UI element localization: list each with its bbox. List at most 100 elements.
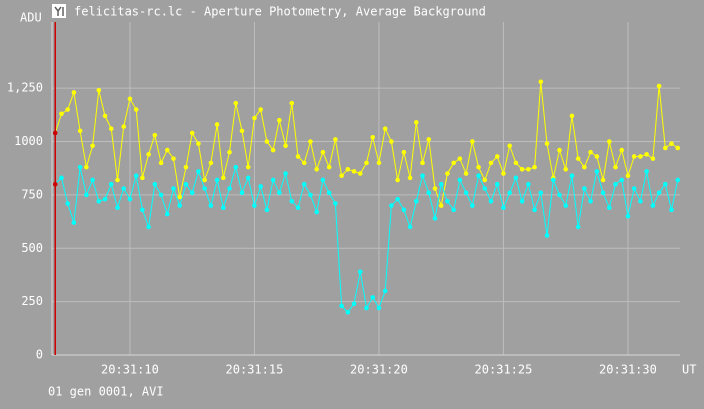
data-point bbox=[301, 181, 307, 187]
data-point bbox=[507, 190, 512, 196]
data-point bbox=[544, 141, 550, 146]
data-point bbox=[320, 177, 326, 183]
data-point bbox=[650, 203, 656, 208]
footer: 01 gen 0001, AVI bbox=[48, 385, 164, 399]
x-tick-label: 20:31:15 bbox=[226, 363, 284, 377]
data-point bbox=[544, 233, 550, 238]
data-point bbox=[71, 90, 77, 95]
data-point bbox=[407, 224, 413, 230]
data-point bbox=[233, 100, 239, 106]
data-point bbox=[90, 143, 95, 149]
data-point bbox=[326, 190, 332, 196]
y-tick-label: 1000 bbox=[14, 134, 43, 148]
data-point bbox=[133, 107, 139, 112]
data-point bbox=[557, 192, 562, 198]
data-point bbox=[59, 111, 64, 117]
data-point bbox=[65, 201, 70, 206]
data-point bbox=[239, 128, 245, 134]
data-point bbox=[121, 124, 127, 129]
data-point bbox=[644, 169, 649, 174]
x-tick-label: 20:31:10 bbox=[101, 363, 159, 377]
data-point bbox=[339, 303, 344, 309]
data-point bbox=[413, 120, 419, 125]
data-point bbox=[600, 177, 606, 183]
data-point bbox=[382, 126, 388, 132]
data-point bbox=[476, 164, 481, 170]
data-point bbox=[158, 160, 164, 166]
data-point bbox=[401, 207, 407, 213]
data-point bbox=[171, 186, 176, 191]
data-point bbox=[438, 181, 444, 187]
x-tick-label: 20:31:30 bbox=[599, 363, 657, 377]
y-tick-label: 250 bbox=[21, 294, 43, 308]
y-axis-label: ADU bbox=[20, 11, 42, 25]
data-point bbox=[631, 186, 637, 191]
data-point bbox=[196, 169, 201, 174]
data-point bbox=[432, 216, 438, 221]
data-point bbox=[245, 175, 251, 181]
data-point bbox=[519, 166, 525, 172]
data-point bbox=[625, 173, 631, 178]
data-point bbox=[127, 96, 133, 102]
data-point bbox=[326, 164, 332, 170]
data-point bbox=[270, 147, 276, 153]
data-point bbox=[59, 175, 64, 181]
x-tick-label: 20:31:25 bbox=[475, 363, 533, 377]
data-point bbox=[563, 166, 569, 172]
y-tick-label: 750 bbox=[21, 187, 43, 201]
data-point bbox=[127, 196, 133, 202]
data-point bbox=[77, 128, 83, 134]
data-point bbox=[470, 139, 475, 144]
data-point bbox=[513, 160, 519, 166]
data-point bbox=[221, 205, 226, 211]
data-point bbox=[650, 156, 656, 161]
data-point bbox=[606, 205, 612, 211]
data-point bbox=[389, 203, 394, 208]
data-point bbox=[663, 145, 668, 151]
data-point bbox=[526, 166, 531, 172]
data-point bbox=[96, 88, 102, 93]
data-point bbox=[320, 149, 326, 155]
data-point bbox=[675, 177, 681, 183]
data-point bbox=[102, 113, 108, 119]
data-point bbox=[202, 186, 207, 191]
data-point bbox=[333, 201, 338, 206]
data-point bbox=[669, 141, 674, 146]
data-point bbox=[214, 122, 220, 127]
data-point bbox=[600, 190, 606, 196]
data-point bbox=[606, 139, 612, 144]
data-point bbox=[563, 203, 569, 208]
data-point bbox=[451, 207, 456, 213]
data-point bbox=[227, 149, 232, 155]
data-point bbox=[283, 143, 288, 149]
data-point bbox=[513, 175, 519, 181]
data-point bbox=[625, 213, 631, 219]
data-point bbox=[438, 203, 444, 208]
data-point bbox=[532, 207, 537, 213]
data-point bbox=[588, 199, 593, 204]
data-point bbox=[258, 184, 263, 189]
data-point bbox=[177, 203, 183, 208]
data-point bbox=[308, 192, 313, 198]
data-point bbox=[208, 160, 214, 166]
data-point bbox=[395, 196, 400, 202]
data-point bbox=[370, 134, 376, 140]
data-point bbox=[569, 173, 575, 178]
data-point bbox=[90, 177, 95, 183]
data-point bbox=[202, 177, 207, 183]
data-point bbox=[140, 175, 145, 181]
data-point bbox=[613, 181, 618, 187]
data-point bbox=[364, 305, 369, 311]
data-point bbox=[339, 173, 344, 178]
data-point bbox=[501, 205, 506, 211]
data-point bbox=[463, 190, 469, 196]
data-point bbox=[376, 160, 382, 166]
data-point bbox=[108, 181, 114, 187]
data-point bbox=[152, 132, 158, 138]
data-point bbox=[233, 164, 239, 170]
data-point bbox=[457, 156, 463, 161]
data-point bbox=[631, 154, 637, 159]
data-point bbox=[482, 186, 488, 191]
data-point bbox=[314, 166, 319, 172]
